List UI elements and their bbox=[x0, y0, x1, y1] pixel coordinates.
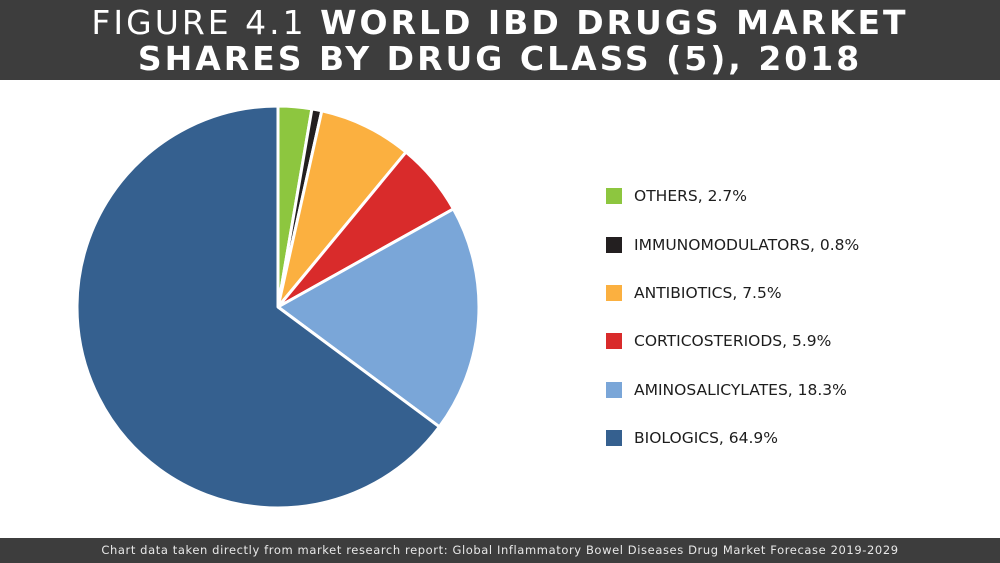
legend-label: ANTIBIOTICS, 7.5% bbox=[634, 283, 782, 302]
legend-item-biologics: BIOLOGICS, 64.9% bbox=[606, 414, 859, 462]
pie-chart bbox=[75, 104, 481, 510]
chart-title-line-1: FIGURE 4.1 WORLD IBD DRUGS MARKET bbox=[0, 5, 1000, 41]
pie-slice-antibiotics bbox=[276, 109, 408, 309]
legend-swatch bbox=[606, 284, 622, 301]
legend-label: AMINOSALICYLATES, 18.3% bbox=[634, 380, 847, 399]
legend-label: OTHERS, 2.7% bbox=[634, 187, 747, 206]
legend-label: BIOLOGICS, 64.9% bbox=[634, 429, 779, 448]
legend-item-immunomodulators: IMMUNOMODULATORS, 0.8% bbox=[606, 220, 859, 268]
legend-swatch bbox=[606, 236, 622, 253]
chart-title: WORLD IBD DRUGS MARKET bbox=[320, 3, 909, 42]
pie-slice-aminosalicylates bbox=[276, 207, 481, 429]
legend-item-antibiotics: ANTIBIOTICS, 7.5% bbox=[606, 269, 859, 317]
legend-item-aminosalicylates: AMINOSALICYLATES, 18.3% bbox=[606, 366, 859, 414]
chart-subtitle: SHARES BY DRUG CLASS (5), 2018 bbox=[137, 39, 863, 78]
chart-legend: OTHERS, 2.7% IMMUNOMODULATORS, 0.8% ANTIBI… bbox=[606, 172, 859, 462]
legend-label: IMMUNOMODULATORS, 0.8% bbox=[634, 235, 860, 254]
legend-swatch bbox=[606, 381, 622, 398]
legend-swatch bbox=[606, 333, 622, 350]
pie-slice-biologics bbox=[75, 104, 441, 510]
title-banner: FIGURE 4.1 WORLD IBD DRUGS MARKET SHARES… bbox=[0, 0, 1000, 80]
legend-swatch bbox=[606, 188, 622, 205]
figure-number: FIGURE 4.1 bbox=[91, 3, 307, 42]
legend-label: CORTICOSTERIODS, 5.9% bbox=[634, 332, 832, 351]
legend-swatch bbox=[606, 430, 622, 447]
source-footer: Chart data taken directly from market re… bbox=[0, 538, 1000, 563]
legend-item-corticosteriods: CORTICOSTERIODS, 5.9% bbox=[606, 317, 859, 365]
legend-item-others: OTHERS, 2.7% bbox=[606, 172, 859, 220]
